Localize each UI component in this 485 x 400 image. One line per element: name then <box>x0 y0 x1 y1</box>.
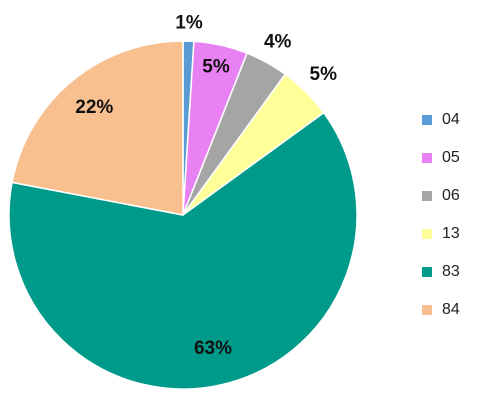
value-label: 4% <box>264 32 292 53</box>
legend-label: 84 <box>442 301 460 318</box>
value-label: 63% <box>194 338 232 359</box>
legend-swatch <box>422 153 432 163</box>
pie-slice <box>8 111 358 390</box>
legend-label: 05 <box>442 149 460 166</box>
value-label: 22% <box>75 97 113 118</box>
legend-swatch <box>422 267 432 277</box>
legend-swatch <box>422 305 432 315</box>
legend-swatch <box>422 191 432 201</box>
legend-label: 04 <box>442 111 460 128</box>
legend-label: 13 <box>442 225 460 242</box>
value-label: 5% <box>310 64 338 85</box>
legend-label: 83 <box>442 263 460 280</box>
pie-slice <box>11 40 184 216</box>
value-label: 1% <box>175 13 203 34</box>
legend-label: 06 <box>442 187 460 204</box>
legend-swatch <box>422 115 432 125</box>
legend-swatch <box>422 229 432 239</box>
value-label: 5% <box>202 56 230 77</box>
